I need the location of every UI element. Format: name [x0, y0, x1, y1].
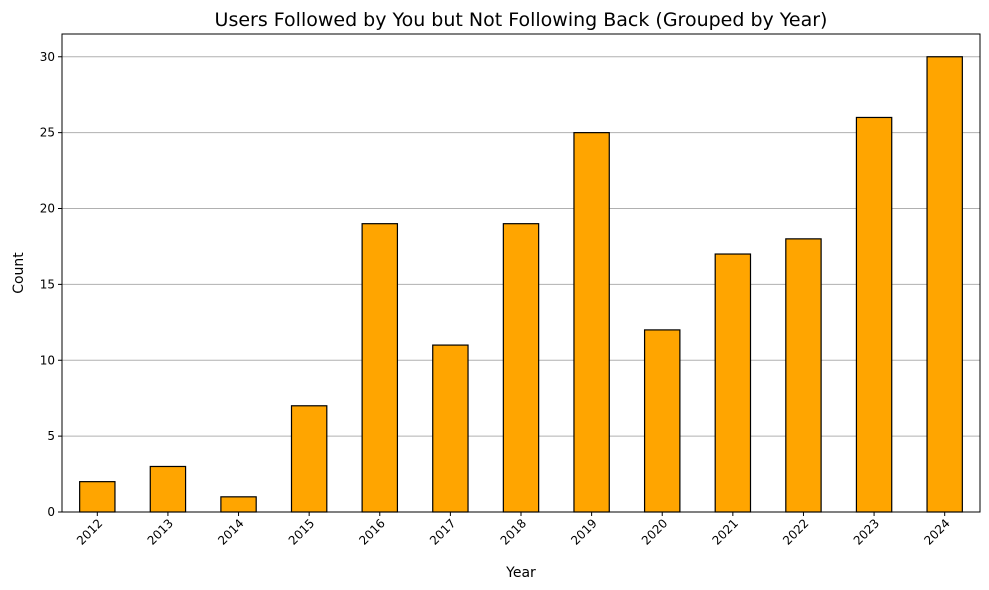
y-axis-label: Count [11, 252, 27, 294]
y-tick-label: 25 [40, 126, 55, 140]
y-tick-label: 15 [40, 277, 55, 291]
x-ticks: 2012 2013 2014 2015 2016 2017 2018 2019 2020 2021… [74, 512, 953, 548]
bar-2018 [502, 223, 540, 513]
x-tick-label: 2014 [215, 516, 246, 547]
bar-2012 [79, 481, 116, 513]
y-tick-label: 20 [40, 202, 55, 216]
x-tick-label: 2016 [356, 516, 387, 547]
y-ticks: 0 5 10 15 20 25 30 [40, 50, 62, 519]
bar-2019 [573, 132, 610, 513]
y-tick-label: 5 [47, 429, 55, 443]
x-tick-label: 2015 [286, 516, 317, 547]
bar-2023 [855, 116, 893, 513]
y-tick-label: 30 [40, 50, 55, 64]
bar-2013 [149, 465, 187, 513]
x-axis-label: Year [505, 565, 536, 581]
x-tick-label: 2022 [780, 516, 811, 547]
bar-2021 [714, 253, 752, 513]
bar-2016 [361, 223, 399, 513]
bar-2022 [785, 238, 822, 513]
x-tick-label: 2021 [709, 516, 740, 547]
chart-title: Users Followed by You but Not Following … [215, 9, 828, 31]
bar-2020 [643, 329, 681, 513]
x-tick-label: 2019 [568, 516, 599, 547]
x-tick-label: 2024 [921, 516, 952, 547]
bar-2017 [432, 344, 469, 513]
x-tick-label: 2023 [851, 516, 882, 547]
x-tick-label: 2018 [498, 516, 529, 547]
x-tick-label: 2020 [639, 516, 670, 547]
y-tick-label: 0 [47, 505, 55, 519]
x-tick-label: 2017 [427, 516, 458, 547]
x-tick-label: 2013 [145, 516, 176, 547]
bar-2024 [926, 56, 963, 513]
bar-2014 [220, 496, 257, 513]
x-tick-label: 2012 [74, 516, 105, 547]
y-tick-label: 10 [40, 353, 55, 367]
bar-2015 [290, 405, 328, 513]
